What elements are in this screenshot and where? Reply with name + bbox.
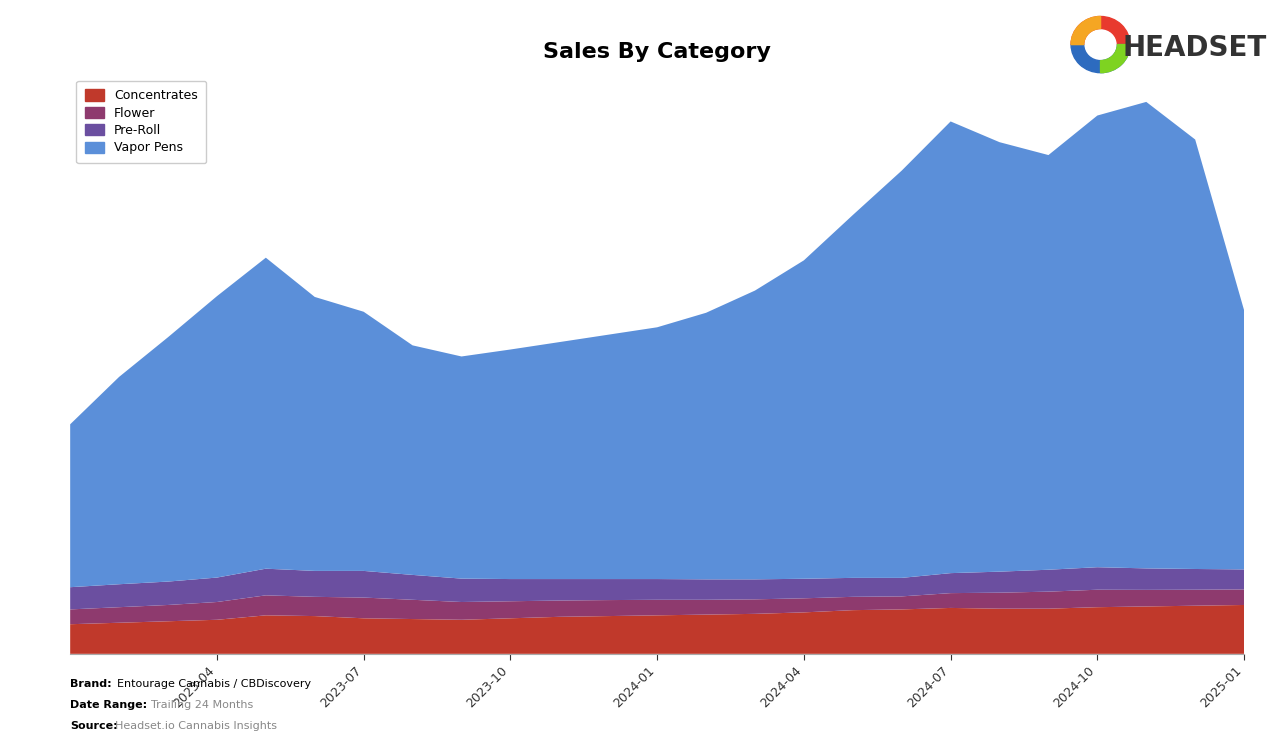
Legend: Concentrates, Flower, Pre-Roll, Vapor Pens: Concentrates, Flower, Pre-Roll, Vapor Pe… bbox=[77, 80, 207, 163]
Title: Sales By Category: Sales By Category bbox=[544, 42, 771, 62]
Wedge shape bbox=[1071, 16, 1101, 45]
Wedge shape bbox=[1100, 45, 1131, 73]
Text: HEADSET: HEADSET bbox=[1123, 34, 1267, 62]
Text: Headset.io Cannabis Insights: Headset.io Cannabis Insights bbox=[115, 721, 277, 731]
Text: Date Range:: Date Range: bbox=[70, 700, 147, 710]
Text: Entourage Cannabis / CBDiscovery: Entourage Cannabis / CBDiscovery bbox=[117, 679, 311, 690]
Wedge shape bbox=[1071, 16, 1131, 45]
Text: Source:: Source: bbox=[70, 721, 117, 731]
Text: Trailing 24 Months: Trailing 24 Months bbox=[151, 700, 253, 710]
Text: Brand:: Brand: bbox=[70, 679, 112, 690]
Wedge shape bbox=[1071, 45, 1131, 73]
